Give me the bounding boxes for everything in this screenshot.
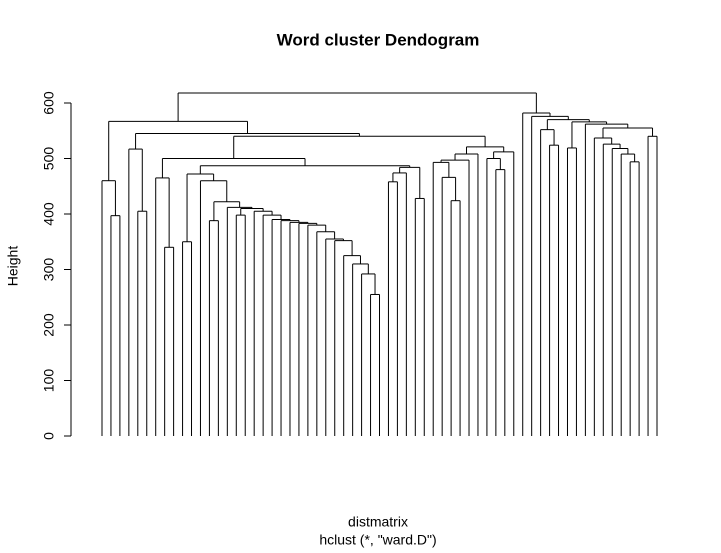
subtitle: hclust (*, "ward.D") (319, 532, 436, 548)
y-tick-label: 100 (41, 369, 57, 393)
chart-title: Word cluster Dendogram (277, 30, 480, 49)
y-axis-label: Height (5, 246, 21, 287)
y-tick-label: 300 (41, 258, 57, 282)
y-tick-label: 400 (41, 202, 57, 226)
y-tick-label: 200 (41, 313, 57, 337)
y-tick-label: 500 (41, 147, 57, 171)
x-axis-label: distmatrix (348, 514, 408, 530)
y-tick-label: 600 (41, 91, 57, 115)
y-tick-label: 0 (41, 432, 57, 440)
